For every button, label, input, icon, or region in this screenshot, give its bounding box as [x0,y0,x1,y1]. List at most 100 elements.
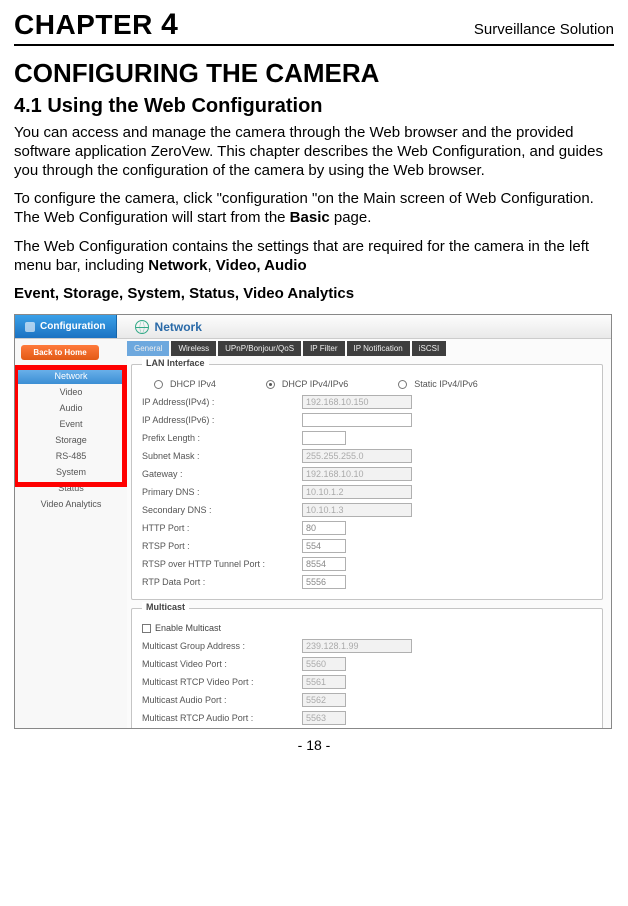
radio-dhcp-ipv4-ipv6[interactable]: DHCP IPv4/IPv6 [266,379,348,389]
sidebar-item-audio[interactable]: Audio [15,400,127,416]
form-row: RTP Data Port : [142,573,592,591]
paragraph-3: The Web Configuration contains the setti… [14,238,614,276]
form-row: Primary DNS : [142,483,592,501]
tab-iscsi[interactable]: iSCSI [412,341,446,356]
field-input [302,639,412,653]
para2-bold: Basic [290,209,330,226]
field-label: IP Address(IPv4) : [142,397,302,407]
configuration-badge[interactable]: Configuration [15,315,117,338]
field-label: Multicast Video Port : [142,659,302,669]
para2-text-c: page. [330,209,372,226]
para3-bold-d: Video, Audio [216,257,307,274]
sidebar-item-storage[interactable]: Storage [15,432,127,448]
network-heading-text: Network [155,320,202,334]
sidebar-item-status[interactable]: Status [15,480,127,496]
field-input [302,657,346,671]
checkbox-icon[interactable] [142,624,151,633]
sidebar-item-video-analytics[interactable]: Video Analytics [15,496,127,512]
field-label: Multicast RTCP Audio Port : [142,713,302,723]
field-label: Secondary DNS : [142,505,302,515]
multicast-panel: Multicast Enable Multicast Multicast Gro… [131,608,603,729]
radio-label: DHCP IPv4 [170,379,216,389]
field-input [302,485,412,499]
form-row: RTSP Port : [142,537,592,555]
field-input[interactable] [302,575,346,589]
form-row: Multicast RTCP Video Port : [142,673,592,691]
form-row: Multicast Audio Port : [142,691,592,709]
radio-icon [266,380,275,389]
lan-panel: LAN Interface DHCP IPv4 DHCP IPv4/IPv6 S… [131,364,603,600]
tab-general[interactable]: General [127,341,169,356]
radio-icon [398,380,407,389]
sidebar-item-network[interactable]: Network [15,368,127,384]
radio-label: DHCP IPv4/IPv6 [282,379,348,389]
field-label: HTTP Port : [142,523,302,533]
form-row: Multicast TTL[1~255] : [142,727,592,729]
multicast-enable-label: Enable Multicast [155,623,221,633]
field-label: Multicast Audio Port : [142,695,302,705]
multicast-enable-row: Enable Multicast [142,619,592,637]
field-label: Multicast RTCP Video Port : [142,677,302,687]
field-label: Primary DNS : [142,487,302,497]
tab-upnp-bonjour-qos[interactable]: UPnP/Bonjour/QoS [218,341,301,356]
field-label: RTSP over HTTP Tunnel Port : [142,559,302,569]
sidebar-item-system[interactable]: System [15,464,127,480]
sidebar-item-event[interactable]: Event [15,416,127,432]
field-input[interactable] [302,431,346,445]
tab-ip-filter[interactable]: IP Filter [303,341,344,356]
form-row: IP Address(IPv6) : [142,411,592,429]
tab-ip-notification[interactable]: IP Notification [347,341,410,356]
paragraph-2: To configure the camera, click "configur… [14,190,614,228]
radio-static[interactable]: Static IPv4/IPv6 [398,379,478,389]
field-label: RTSP Port : [142,541,302,551]
field-input [302,449,412,463]
form-row: Multicast Video Port : [142,655,592,673]
globe-icon [135,320,149,334]
para3-bold-b: Network [148,257,207,274]
field-input[interactable] [302,413,412,427]
page-number: - 18 - [14,737,614,753]
chapter-subtitle: Surveillance Solution [474,21,614,38]
field-label: RTP Data Port : [142,577,302,587]
field-input[interactable] [302,521,346,535]
form-row: HTTP Port : [142,519,592,537]
lan-radio-row: DHCP IPv4 DHCP IPv4/IPv6 Static IPv4/IPv… [142,375,592,393]
chapter-number: 4 [161,8,178,41]
tab-wireless[interactable]: Wireless [171,341,216,356]
gear-icon [25,322,35,332]
field-input[interactable] [302,539,346,553]
chapter-word: CHAPTER [14,9,153,40]
multicast-rows: Multicast Group Address : Multicast Video… [142,637,592,729]
field-input[interactable] [302,557,346,571]
sidebar-item-rs-485[interactable]: RS-485 [15,448,127,464]
content-area: GeneralWirelessUPnP/Bonjour/QoSIP Filter… [127,339,611,728]
tab-bar: GeneralWirelessUPnP/Bonjour/QoSIP Filter… [127,339,611,356]
form-row: RTSP over HTTP Tunnel Port : [142,555,592,573]
field-input [302,467,412,481]
field-label: IP Address(IPv6) : [142,415,302,425]
screenshot-topbar: Configuration Network [15,315,611,339]
field-input [302,693,346,707]
form-row: IP Address(IPv4) : [142,393,592,411]
section-title: CONFIGURING THE CAMERA [14,58,614,89]
back-home-button[interactable]: Back to Home [21,345,99,360]
form-row: Secondary DNS : [142,501,592,519]
configuration-label: Configuration [40,321,106,332]
form-row: Multicast RTCP Audio Port : [142,709,592,727]
form-row: Subnet Mask : [142,447,592,465]
form-row: Gateway : [142,465,592,483]
radio-dhcp-ipv4[interactable]: DHCP IPv4 [154,379,216,389]
chapter-label: CHAPTER 4 [14,8,178,42]
paragraph-1: You can access and manage the camera thr… [14,124,614,180]
lan-legend: LAN Interface [142,358,209,368]
field-label: Multicast Group Address : [142,641,302,651]
sidebar-item-video[interactable]: Video [15,384,127,400]
field-label: Subnet Mask : [142,451,302,461]
radio-label: Static IPv4/IPv6 [414,379,478,389]
field-label: Gateway : [142,469,302,479]
multicast-legend: Multicast [142,602,189,612]
lan-rows: IP Address(IPv4) :IP Address(IPv6) :Pref… [142,393,592,591]
radio-icon [154,380,163,389]
field-input [302,395,412,409]
chapter-header: CHAPTER 4 Surveillance Solution [14,8,614,46]
